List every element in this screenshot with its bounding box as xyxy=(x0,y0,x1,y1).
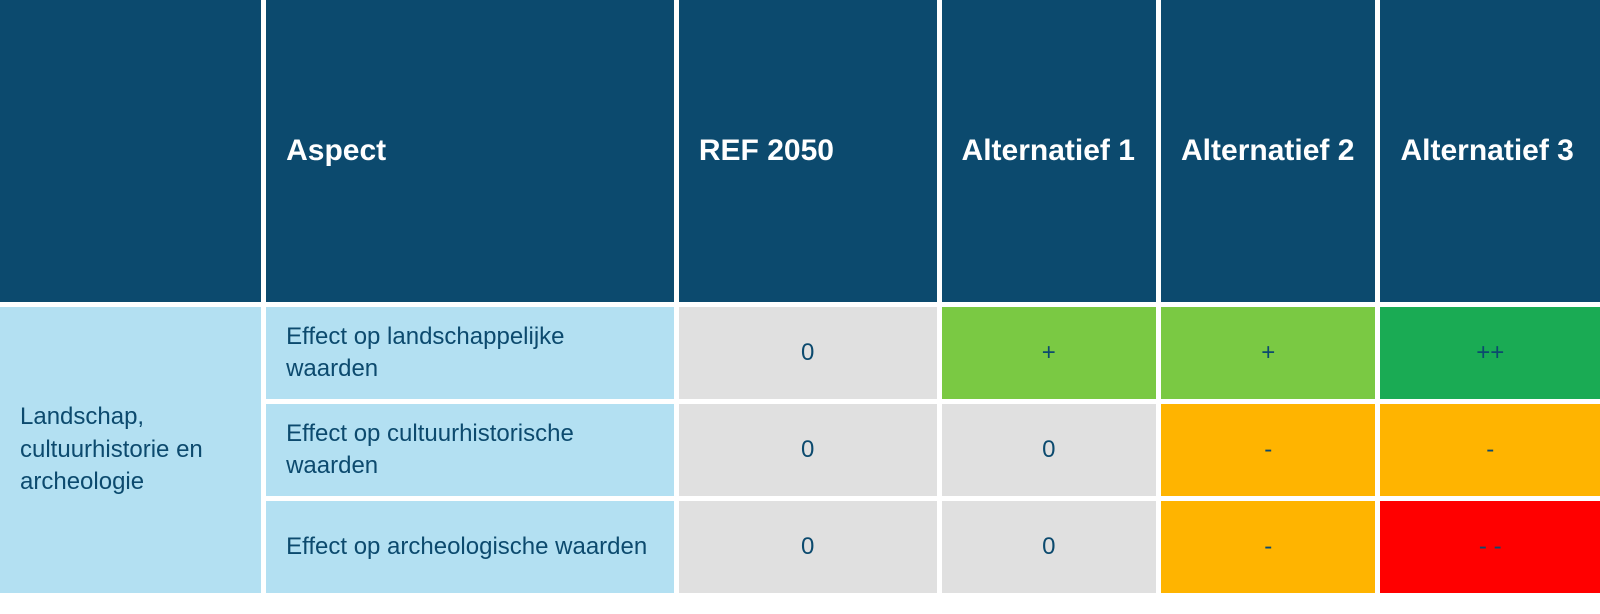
score-cell-alt3: - - xyxy=(1380,501,1600,598)
score-cell-alt3: - xyxy=(1380,404,1600,501)
aspect-cell: Effect op archeologische waarden xyxy=(266,501,679,598)
header-ref: REF 2050 xyxy=(679,0,942,307)
score-cell-alt1: 0 xyxy=(942,501,1161,598)
aspect-cell: Effect op cultuurhistorische waarden xyxy=(266,404,679,501)
score-cell-alt2: - xyxy=(1161,501,1380,598)
score-cell-alt2: - xyxy=(1161,404,1380,501)
header-alt1: Alternatief 1 xyxy=(942,0,1161,307)
aspect-cell: Effect op landschappelijke waarden xyxy=(266,307,679,404)
score-cell-alt2: + xyxy=(1161,307,1380,404)
table-body: Landschap, cultuurhistorie en archeologi… xyxy=(0,307,1600,598)
score-cell-ref: 0 xyxy=(679,501,942,598)
header-aspect: Aspect xyxy=(266,0,679,307)
score-cell-alt1: 0 xyxy=(942,404,1161,501)
table-header-row: Aspect REF 2050 Alternatief 1 Alternatie… xyxy=(0,0,1600,307)
header-alt3: Alternatief 3 xyxy=(1380,0,1600,307)
effects-table: Aspect REF 2050 Alternatief 1 Alternatie… xyxy=(0,0,1600,598)
table-row: Landschap, cultuurhistorie en archeologi… xyxy=(0,307,1600,404)
score-cell-alt3: ++ xyxy=(1380,307,1600,404)
score-cell-alt1: + xyxy=(942,307,1161,404)
header-alt2: Alternatief 2 xyxy=(1161,0,1380,307)
header-rowlabel xyxy=(0,0,266,307)
score-cell-ref: 0 xyxy=(679,404,942,501)
row-group-label: Landschap, cultuurhistorie en archeologi… xyxy=(0,307,266,598)
score-cell-ref: 0 xyxy=(679,307,942,404)
